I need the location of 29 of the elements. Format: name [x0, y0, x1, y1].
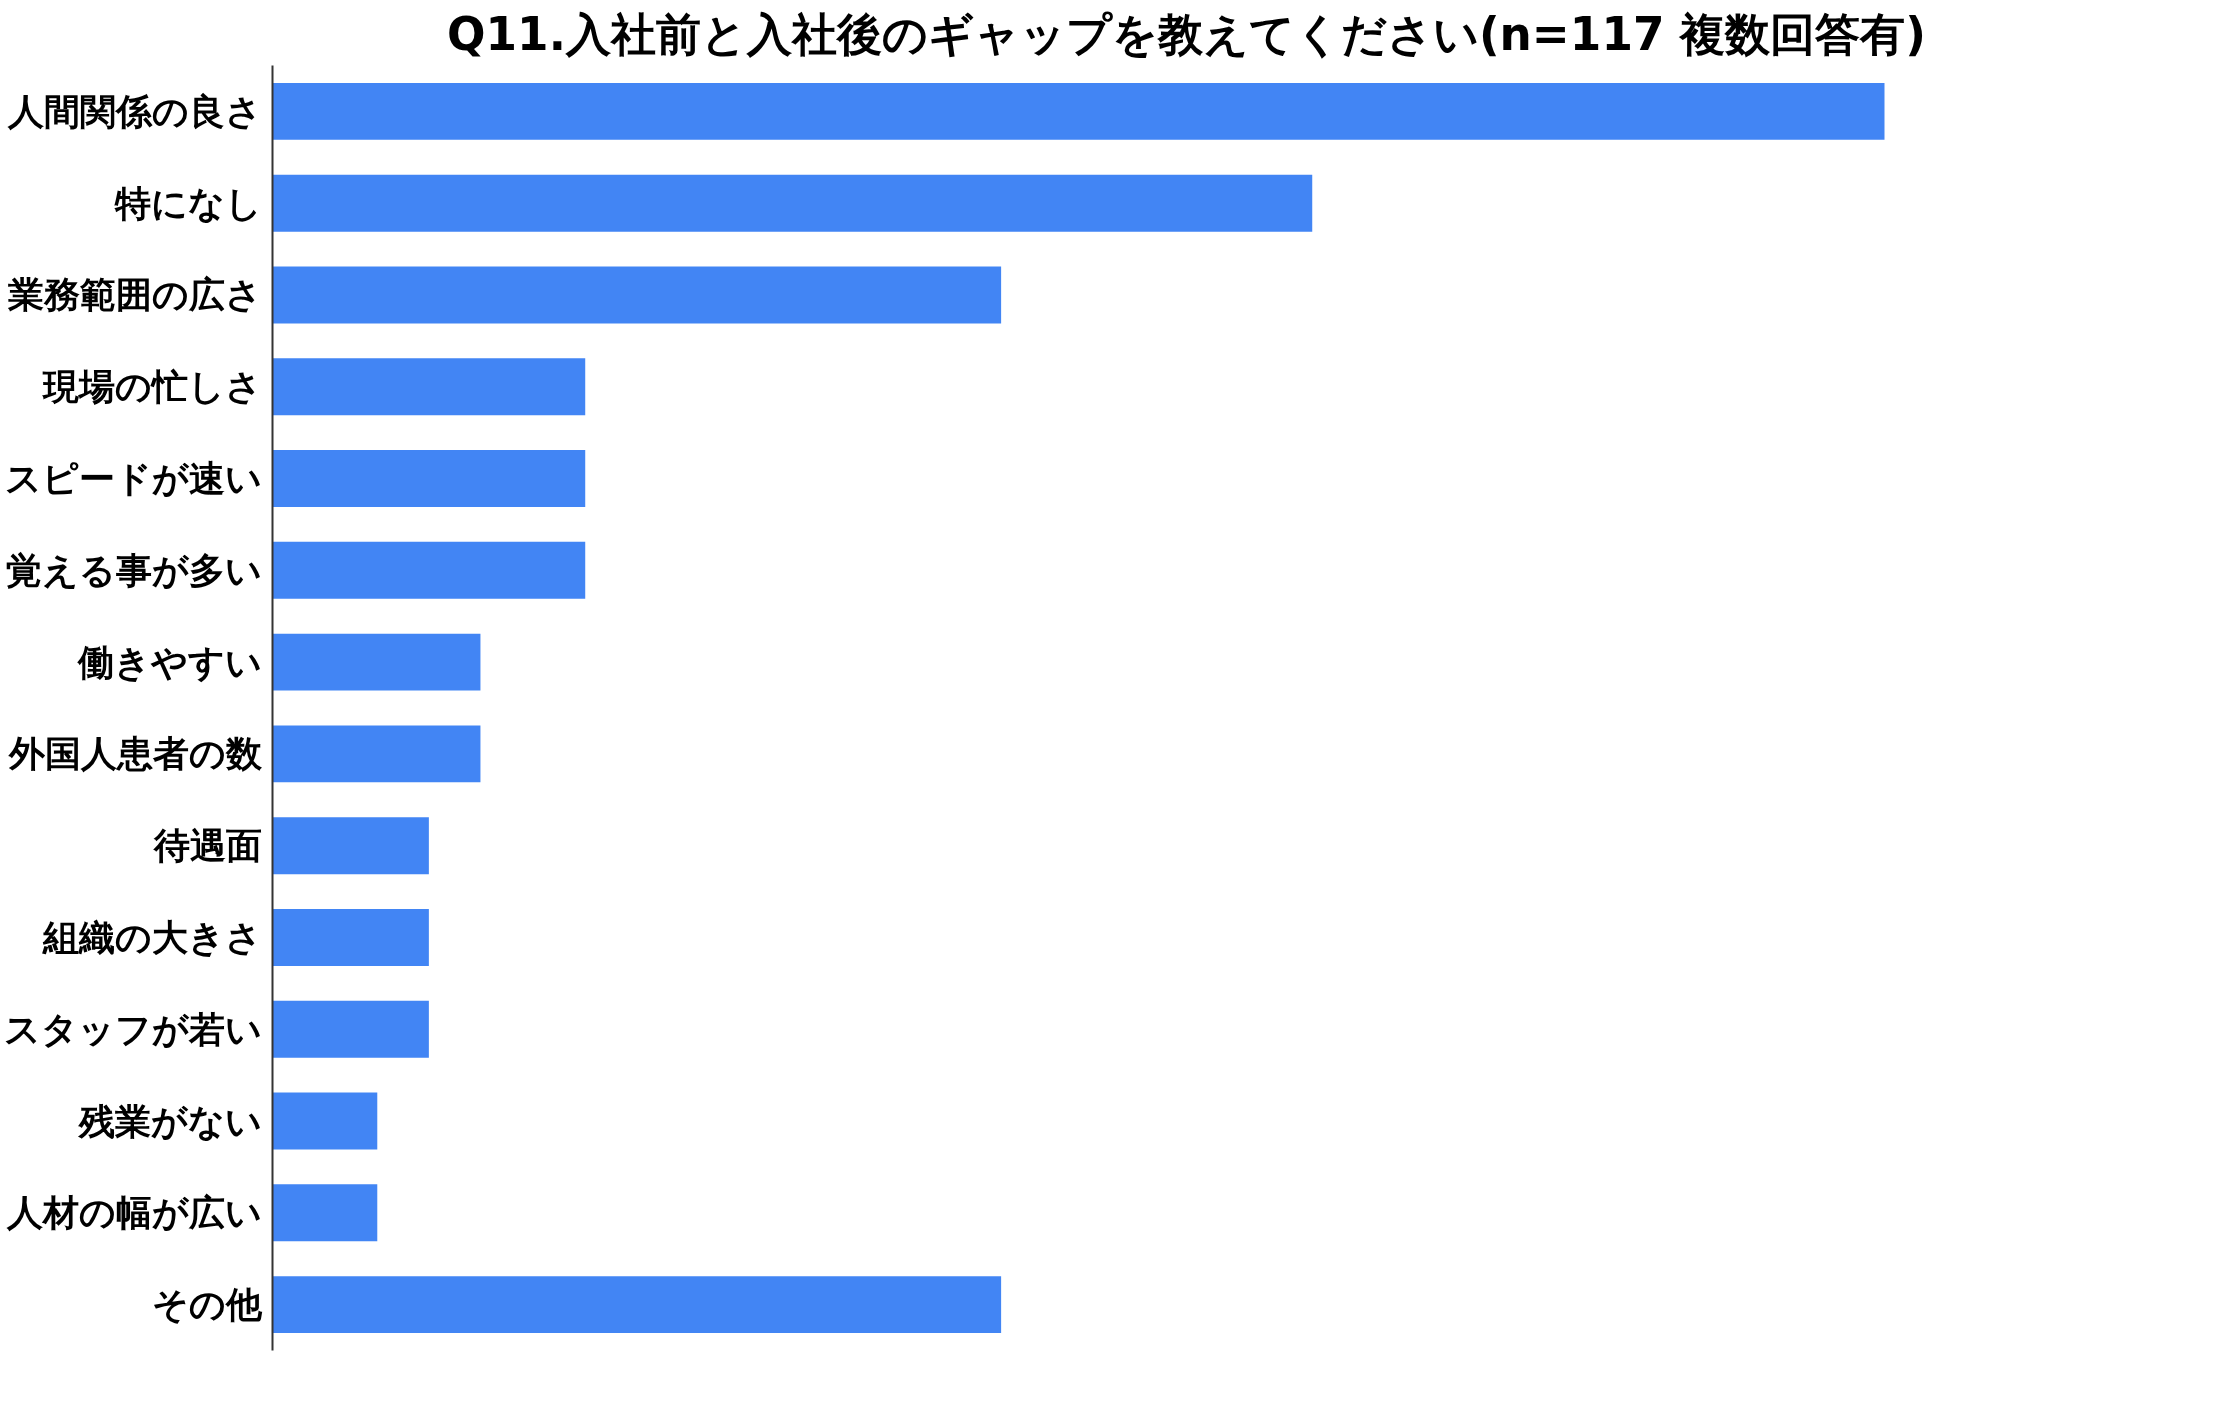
bar — [272, 633, 481, 691]
bar — [272, 1184, 378, 1242]
bar — [272, 174, 1313, 232]
y-tick-label: スタッフが若い — [3, 1008, 262, 1050]
y-tick-label: 人材の幅が広い — [5, 1192, 262, 1234]
y-tick-label: 現場の忙しさ — [41, 366, 262, 408]
y-tick-label: その他 — [151, 1284, 263, 1326]
bar — [272, 1000, 429, 1058]
y-tick-label: 外国人患者の数 — [7, 733, 263, 775]
bar — [272, 817, 429, 875]
y-tick-label: 覚える事が多い — [5, 549, 262, 591]
bar — [272, 541, 586, 599]
y-tick-label: 待遇面 — [152, 825, 262, 867]
bar — [272, 82, 1885, 140]
y-tick-label: 特になし — [113, 182, 262, 224]
y-tick-label: 残業がない — [76, 1100, 262, 1142]
y-tick-label: 人間関係の良さ — [6, 90, 262, 132]
bar — [272, 450, 586, 507]
bar — [272, 358, 586, 416]
bar — [272, 909, 429, 966]
bar — [272, 725, 481, 783]
y-tick-label: 働きやすい — [76, 641, 262, 683]
bar — [272, 266, 1002, 324]
y-tick-label: 業務範囲の広さ — [6, 274, 262, 316]
bar — [272, 1276, 1002, 1334]
y-tick-label: 組織の大きさ — [41, 916, 262, 958]
bar — [272, 1092, 378, 1150]
chart-title: Q11.入社前と入社後のギャップを教えてください(n=117 複数回答有) — [447, 7, 1926, 61]
y-tick-label: スピードが速い — [4, 458, 262, 500]
